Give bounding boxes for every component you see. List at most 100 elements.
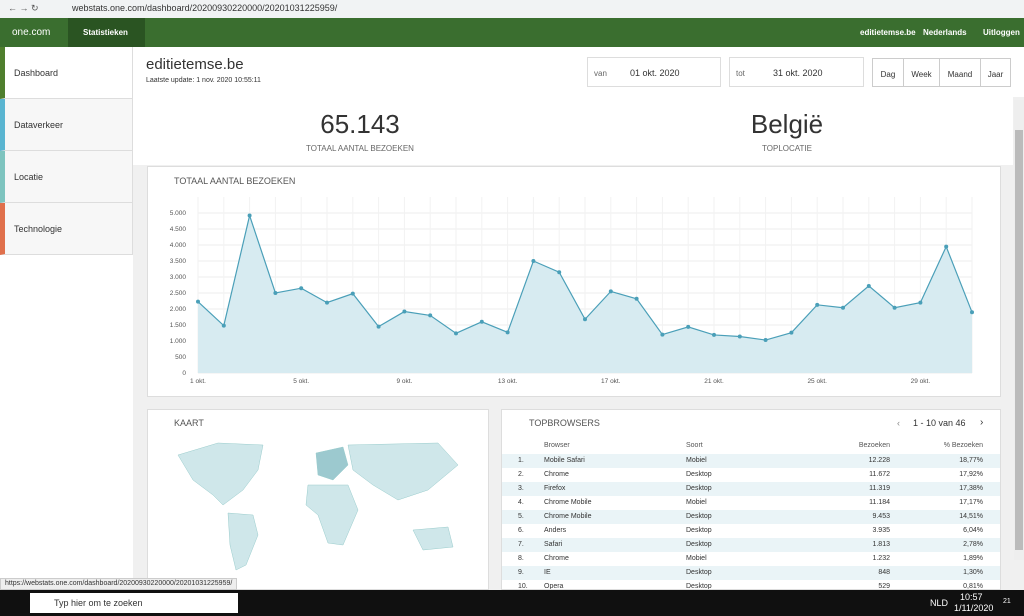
table-cell: 7. [518, 541, 524, 548]
table-cell: Opera [544, 583, 564, 590]
language[interactable]: Nederlands [923, 28, 967, 37]
table-cell: 17,92% [959, 471, 983, 478]
sidebar-item[interactable]: Technologie [0, 203, 133, 255]
table-row[interactable]: 9. IE Desktop 848 1,30% [502, 566, 1000, 580]
table-cell: 0,81% [963, 583, 983, 590]
date-from[interactable]: van 01 okt. 2020 [587, 57, 721, 87]
point [970, 310, 974, 315]
point [712, 332, 716, 337]
table-row[interactable]: 4. Chrome Mobile Mobiel 11.184 17,17% [502, 496, 1000, 510]
table-cell: 10. [518, 583, 528, 590]
table-row[interactable]: 3. Firefox Desktop 11.319 17,38% [502, 482, 1000, 496]
table-cell: 11.319 [869, 485, 890, 492]
table-cell: Safari [544, 541, 563, 548]
table-cell: Desktop [686, 541, 712, 548]
table-cell: Mobiel [686, 555, 707, 562]
table-cell: Desktop [686, 471, 712, 478]
sidebar-item[interactable]: Dashboard [0, 47, 133, 99]
date-to-value: 31 okt. 2020 [773, 68, 823, 78]
prev-page[interactable]: ‹ [897, 418, 900, 428]
table-cell: 17,17% [959, 499, 983, 506]
y-tick-label: 4.000 [170, 242, 187, 249]
period-button[interactable]: Week [903, 58, 940, 87]
table-cell: 8. [518, 555, 524, 562]
period-button[interactable]: Maand [939, 58, 981, 87]
notification-badge[interactable]: 21 [1003, 598, 1011, 605]
table-cell: 1. [518, 457, 524, 464]
table-row[interactable]: 7. Safari Desktop 1.813 2,78% [502, 538, 1000, 552]
x-tick-label: 13 okt. [498, 378, 518, 385]
point [763, 338, 768, 343]
table-cell: 17,38% [959, 485, 983, 492]
language-indicator[interactable]: NLD [930, 598, 949, 608]
table-cell: Desktop [686, 583, 712, 590]
table-cell: 4. [518, 499, 524, 506]
table-row[interactable]: 10. Opera Desktop 529 0,81% [502, 580, 1000, 590]
pagination[interactable]: 1 - 10 van 46 [913, 418, 966, 428]
header-cell: Browser [544, 442, 570, 449]
stat-value: België [750, 109, 824, 139]
table-row[interactable]: 5. Chrome Mobile Desktop 9.453 14,51% [502, 510, 1000, 524]
y-tick-label: 3.500 [170, 258, 187, 265]
table-cell: 1.232 [872, 555, 890, 562]
table-cell: 1,89% [963, 555, 983, 562]
clock-time[interactable]: 10:57 [960, 592, 983, 602]
x-tick-label: 9 okt. [396, 378, 412, 385]
table-row[interactable]: 6. Anders Desktop 3.935 6,04% [502, 524, 1000, 538]
point [737, 334, 742, 339]
table-cell: 1.813 [872, 541, 890, 548]
browsers-panel: TOPBROWSERS ‹ 1 - 10 van 46 › Browser Soo… [501, 409, 1001, 590]
point [944, 244, 949, 249]
search-box[interactable]: Typ hier om te zoeken [30, 593, 238, 613]
point [634, 296, 639, 301]
continent [412, 526, 454, 551]
next-page[interactable]: › [980, 417, 984, 428]
table-cell: Chrome Mobile [544, 513, 592, 520]
point [325, 300, 329, 305]
continent [227, 512, 259, 571]
date-to-label: tot [736, 69, 745, 78]
url[interactable]: webstats.one.com/dashboard/2020093022000… [72, 3, 338, 13]
nav-arrows[interactable]: ← → ↻ [8, 3, 39, 13]
top-nav: one.com Statistieken editietemse.be Nede… [0, 18, 1024, 47]
stats-row: 65.143 TOTAAL AANTAL BEZOEKEN België TOP… [133, 97, 1013, 165]
logout[interactable]: Uitloggen [983, 28, 1020, 37]
period-button[interactable]: Dag [872, 58, 904, 87]
point [815, 302, 820, 307]
point [402, 309, 407, 314]
scrollbar[interactable] [1014, 100, 1024, 560]
table-cell: Mobile Safari [544, 457, 585, 464]
table-cell: Chrome [544, 471, 569, 478]
table-row[interactable]: 1. Mobile Safari Mobiel 12.228 18,77% [502, 454, 1000, 468]
sidebar-item[interactable]: Locatie [0, 151, 133, 203]
point [247, 213, 252, 218]
header-cell: Soort [686, 442, 703, 449]
table-cell: Chrome Mobile [544, 499, 592, 506]
date-to[interactable]: tot 31 okt. 2020 [729, 57, 864, 87]
table-row[interactable]: 8. Chrome Mobiel 1.232 1,89% [502, 552, 1000, 566]
site-name[interactable]: editietemse.be [860, 28, 916, 37]
area [198, 215, 972, 373]
nav-tab[interactable]: Statistieken [68, 18, 145, 47]
table-cell: Desktop [686, 485, 712, 492]
sidebar-item[interactable]: Dataverkeer [0, 99, 133, 151]
point [557, 270, 562, 275]
table-cell: 1,30% [963, 569, 983, 576]
taskbar: Typ hier om te zoeken NLD 10:57 1/11/202… [0, 590, 1024, 616]
x-tick-label: 1 okt. [190, 378, 206, 385]
map-title: KAART [174, 418, 204, 428]
sidebar: Dashboard Dataverkeer Locatie Technologi… [0, 47, 133, 258]
point [892, 305, 897, 310]
clock-date[interactable]: 1/11/2020 [954, 603, 994, 613]
continent [315, 446, 349, 481]
x-tick-label: 25 okt. [807, 378, 827, 385]
table-cell: IE [544, 569, 551, 576]
header-cell: % Bezoeken [943, 442, 983, 449]
site-title: editietemse.be [146, 56, 244, 73]
point [454, 331, 458, 336]
point [428, 313, 433, 318]
table-row[interactable]: 2. Chrome Desktop 11.672 17,92% [502, 468, 1000, 482]
period-button[interactable]: Jaar [980, 58, 1011, 87]
logo[interactable]: one.com [12, 27, 51, 38]
